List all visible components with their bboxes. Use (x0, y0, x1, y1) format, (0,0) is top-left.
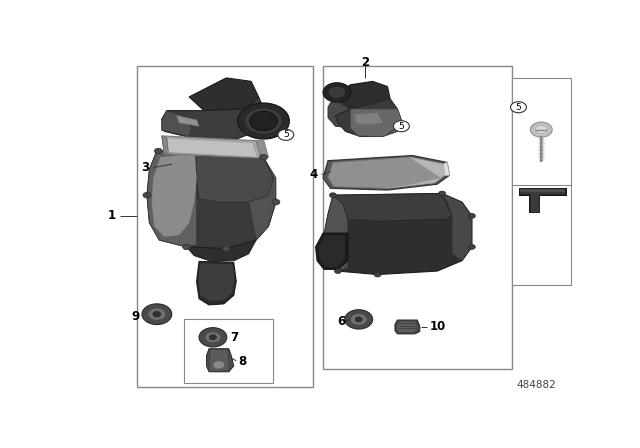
Circle shape (250, 112, 277, 131)
Polygon shape (323, 194, 472, 275)
Polygon shape (162, 136, 261, 158)
Polygon shape (328, 99, 350, 128)
Text: 484882: 484882 (516, 380, 556, 390)
Circle shape (323, 83, 351, 102)
Polygon shape (333, 194, 452, 221)
Circle shape (328, 86, 346, 99)
Circle shape (350, 314, 367, 325)
Circle shape (209, 335, 216, 340)
Text: 10: 10 (430, 320, 447, 333)
Polygon shape (162, 111, 191, 137)
Text: 4: 4 (310, 168, 318, 181)
Circle shape (154, 148, 163, 154)
Polygon shape (196, 262, 236, 305)
Polygon shape (335, 99, 403, 137)
Circle shape (148, 308, 166, 320)
Polygon shape (323, 195, 348, 271)
Polygon shape (355, 113, 383, 125)
Circle shape (531, 122, 552, 137)
Circle shape (182, 244, 191, 250)
Text: 1: 1 (108, 209, 116, 222)
Polygon shape (189, 78, 259, 111)
Polygon shape (207, 349, 234, 372)
Text: 9: 9 (131, 310, 140, 323)
Polygon shape (323, 155, 449, 190)
Circle shape (355, 317, 362, 322)
Polygon shape (350, 109, 403, 137)
Circle shape (511, 102, 526, 113)
Circle shape (153, 311, 161, 317)
Circle shape (278, 129, 294, 140)
Text: 8: 8 (239, 355, 247, 368)
Bar (184, 319, 273, 383)
Text: 5: 5 (516, 103, 522, 112)
Polygon shape (387, 157, 445, 188)
Circle shape (142, 304, 172, 324)
Polygon shape (520, 189, 565, 212)
Polygon shape (249, 157, 276, 240)
Polygon shape (256, 139, 269, 158)
Circle shape (438, 191, 445, 196)
Polygon shape (318, 235, 346, 267)
Circle shape (468, 245, 476, 250)
Circle shape (199, 327, 227, 347)
Circle shape (394, 121, 410, 132)
Text: 7: 7 (230, 331, 238, 344)
Circle shape (330, 193, 337, 198)
Polygon shape (162, 97, 264, 140)
Text: 5: 5 (399, 122, 404, 131)
Polygon shape (333, 82, 390, 109)
Polygon shape (396, 321, 417, 332)
Bar (511, 78, 571, 285)
Polygon shape (162, 136, 168, 154)
Circle shape (213, 361, 225, 369)
Bar (323, 66, 511, 370)
Circle shape (260, 155, 268, 160)
Polygon shape (395, 320, 420, 334)
Polygon shape (196, 151, 273, 202)
Polygon shape (162, 97, 264, 140)
Bar (137, 66, 313, 387)
Circle shape (205, 332, 221, 343)
Polygon shape (444, 163, 449, 175)
Polygon shape (167, 138, 257, 157)
Circle shape (237, 103, 289, 139)
Polygon shape (316, 233, 348, 269)
Polygon shape (520, 189, 565, 192)
Circle shape (468, 214, 476, 218)
Circle shape (535, 125, 547, 134)
Polygon shape (177, 116, 199, 126)
Polygon shape (442, 194, 472, 261)
Polygon shape (147, 151, 276, 249)
Polygon shape (187, 240, 256, 262)
Circle shape (244, 108, 282, 134)
Circle shape (335, 269, 341, 273)
Circle shape (222, 246, 230, 251)
Polygon shape (198, 263, 235, 302)
Text: 3: 3 (141, 161, 150, 174)
Text: 2: 2 (361, 56, 369, 69)
Circle shape (374, 272, 381, 277)
Circle shape (272, 199, 280, 205)
Polygon shape (152, 154, 196, 237)
Circle shape (143, 193, 151, 198)
Polygon shape (147, 151, 196, 247)
Text: 5: 5 (283, 130, 289, 139)
Circle shape (345, 310, 372, 329)
Polygon shape (209, 349, 230, 371)
Polygon shape (519, 188, 566, 212)
Text: 6: 6 (337, 314, 346, 327)
Polygon shape (328, 157, 445, 188)
